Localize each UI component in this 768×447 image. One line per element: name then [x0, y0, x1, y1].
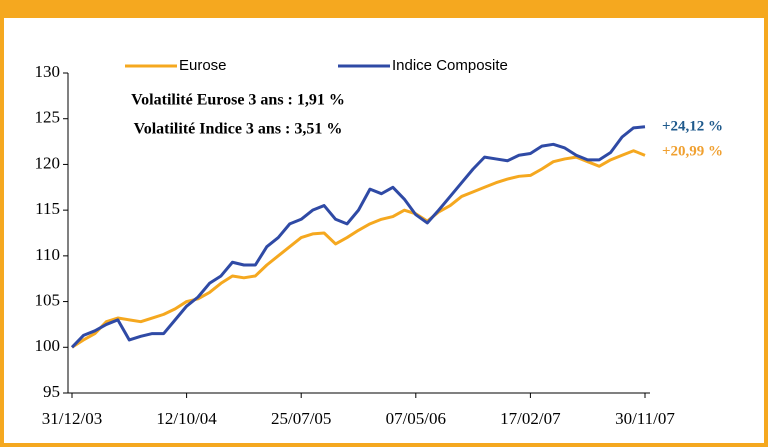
- annotation: Volatilité Indice 3 ans : 3,51 %: [134, 121, 343, 138]
- x-tick-label: 31/12/03: [42, 409, 102, 428]
- top-bar: [0, 0, 768, 18]
- legend-label: Eurose: [179, 57, 227, 74]
- y-tick-label: 100: [35, 336, 61, 355]
- x-tick-label: 12/10/04: [156, 409, 217, 428]
- series-line: [71, 149, 646, 349]
- y-tick-label: 125: [35, 108, 61, 127]
- x-tick-label: 17/02/07: [500, 409, 561, 428]
- annotation: Volatilité Eurose 3 ans : 1,91 %: [131, 92, 345, 109]
- x-tick-label: 25/07/05: [271, 409, 331, 428]
- y-tick-label: 110: [35, 245, 60, 264]
- y-tick-label: 105: [35, 290, 61, 309]
- y-tick-label: 95: [43, 382, 60, 401]
- x-tick-label: 07/05/06: [386, 409, 446, 428]
- series-line: [70, 125, 646, 349]
- y-tick-label: 115: [35, 199, 60, 218]
- y-tick-label: 130: [35, 62, 61, 81]
- end-label: +20,99 %: [662, 143, 723, 159]
- legend-label: Indice Composite: [392, 57, 508, 74]
- end-label: +24,12 %: [662, 118, 723, 134]
- x-tick-label: 30/11/07: [615, 409, 675, 428]
- y-tick-label: 120: [35, 153, 61, 172]
